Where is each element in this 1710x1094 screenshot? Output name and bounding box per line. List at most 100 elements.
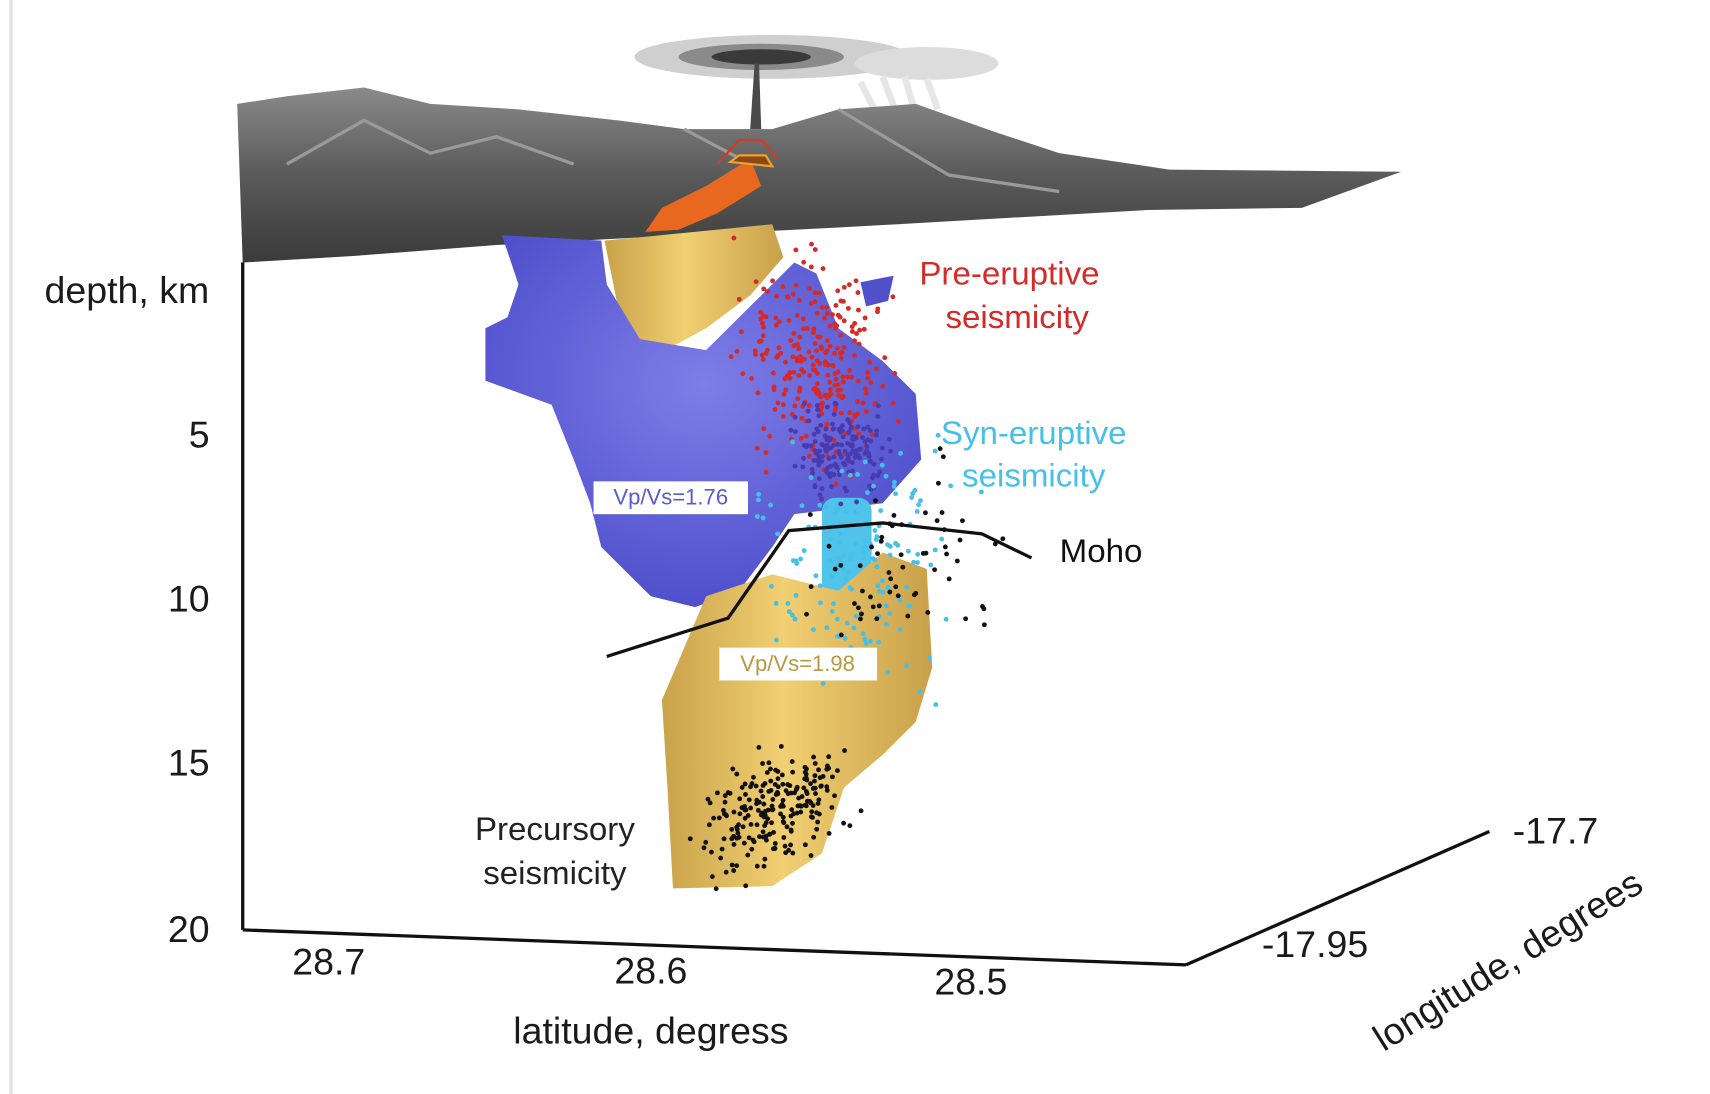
event-dot	[790, 354, 796, 360]
event-dot	[830, 312, 835, 318]
event-dot	[783, 387, 789, 393]
event-dot	[833, 303, 839, 308]
event-dot	[748, 805, 754, 811]
event-dot	[948, 483, 954, 489]
event-dot	[845, 457, 851, 462]
event-dot	[893, 491, 899, 497]
event-dot	[755, 497, 761, 503]
event-dot	[835, 633, 840, 639]
event-dot	[760, 794, 766, 799]
event-dot	[932, 567, 938, 573]
event-dot	[880, 383, 886, 389]
event-dot	[867, 359, 873, 365]
event-dot	[843, 488, 849, 494]
event-dot	[824, 348, 830, 354]
event-dot	[861, 426, 867, 432]
event-dot	[865, 375, 871, 381]
event-dot	[830, 774, 835, 780]
event-dot	[785, 782, 791, 787]
event-dot	[855, 290, 861, 295]
event-dot	[826, 445, 832, 451]
event-dot	[720, 807, 726, 813]
event-dot	[809, 354, 815, 360]
event-dot	[835, 345, 840, 351]
event-dot	[862, 545, 868, 551]
event-dot	[865, 490, 870, 495]
event-dot	[960, 518, 965, 524]
terrain-surface	[237, 87, 1402, 263]
event-dot	[773, 792, 779, 797]
event-dot	[812, 299, 818, 305]
event-dot	[887, 436, 892, 442]
event-dot	[795, 396, 801, 402]
event-dot	[812, 247, 818, 252]
event-dot	[838, 387, 844, 393]
event-dot	[871, 483, 876, 489]
event-dot	[753, 351, 758, 357]
event-dot	[825, 470, 830, 476]
event-dot	[824, 338, 830, 343]
event-dot	[826, 830, 832, 836]
event-dot	[943, 616, 949, 622]
event-dot	[852, 601, 857, 606]
event-dot	[788, 427, 794, 433]
event-dot	[793, 282, 799, 288]
event-dot	[758, 316, 764, 322]
event-dot	[809, 241, 814, 247]
event-dot	[763, 314, 769, 320]
event-dot	[767, 433, 773, 439]
event-dot	[799, 415, 805, 421]
event-dot	[780, 402, 786, 408]
event-dot	[836, 448, 842, 454]
event-dot	[853, 541, 858, 547]
event-dot	[773, 322, 779, 328]
event-dot	[780, 814, 786, 820]
event-dot	[860, 631, 866, 637]
event-dot	[796, 297, 802, 303]
event-dot	[808, 814, 814, 820]
event-dot	[875, 306, 881, 312]
event-dot	[860, 400, 866, 406]
event-dot	[895, 542, 901, 548]
event-dot	[802, 769, 808, 775]
event-dot	[874, 428, 879, 434]
event-dot	[826, 456, 832, 461]
event-dot	[890, 400, 896, 406]
event-dot	[830, 362, 836, 368]
event-dot	[734, 824, 740, 830]
event-dot	[806, 418, 812, 424]
event-dot	[791, 330, 797, 336]
event-dot	[862, 315, 868, 321]
event-dot	[727, 790, 733, 796]
event-dot	[741, 840, 747, 846]
event-dot	[802, 802, 808, 808]
event-dot	[874, 564, 880, 570]
event-dot	[757, 834, 762, 840]
event-dot	[791, 343, 797, 349]
event-dot	[748, 822, 754, 827]
event-dot	[892, 479, 897, 485]
event-dot	[886, 570, 892, 575]
event-dot	[852, 320, 858, 326]
event-dot	[865, 370, 871, 375]
event-dot	[898, 450, 904, 456]
event-dot	[831, 442, 837, 448]
event-dot	[868, 438, 874, 444]
event-dot	[752, 348, 758, 354]
low-vpvs-fragment	[860, 275, 894, 307]
event-dot	[891, 513, 897, 518]
syn-eruptive-label: seismicity	[962, 457, 1106, 494]
event-dot	[832, 510, 838, 516]
event-dot	[814, 810, 820, 816]
event-dot	[740, 824, 746, 830]
event-dot	[981, 606, 987, 612]
event-dot	[729, 862, 735, 868]
event-dot	[841, 344, 847, 350]
event-dot	[855, 399, 861, 405]
event-dot	[808, 475, 814, 480]
event-dot	[790, 820, 795, 826]
event-dot	[864, 444, 870, 449]
event-dot	[865, 424, 871, 430]
event-dot	[839, 395, 845, 401]
